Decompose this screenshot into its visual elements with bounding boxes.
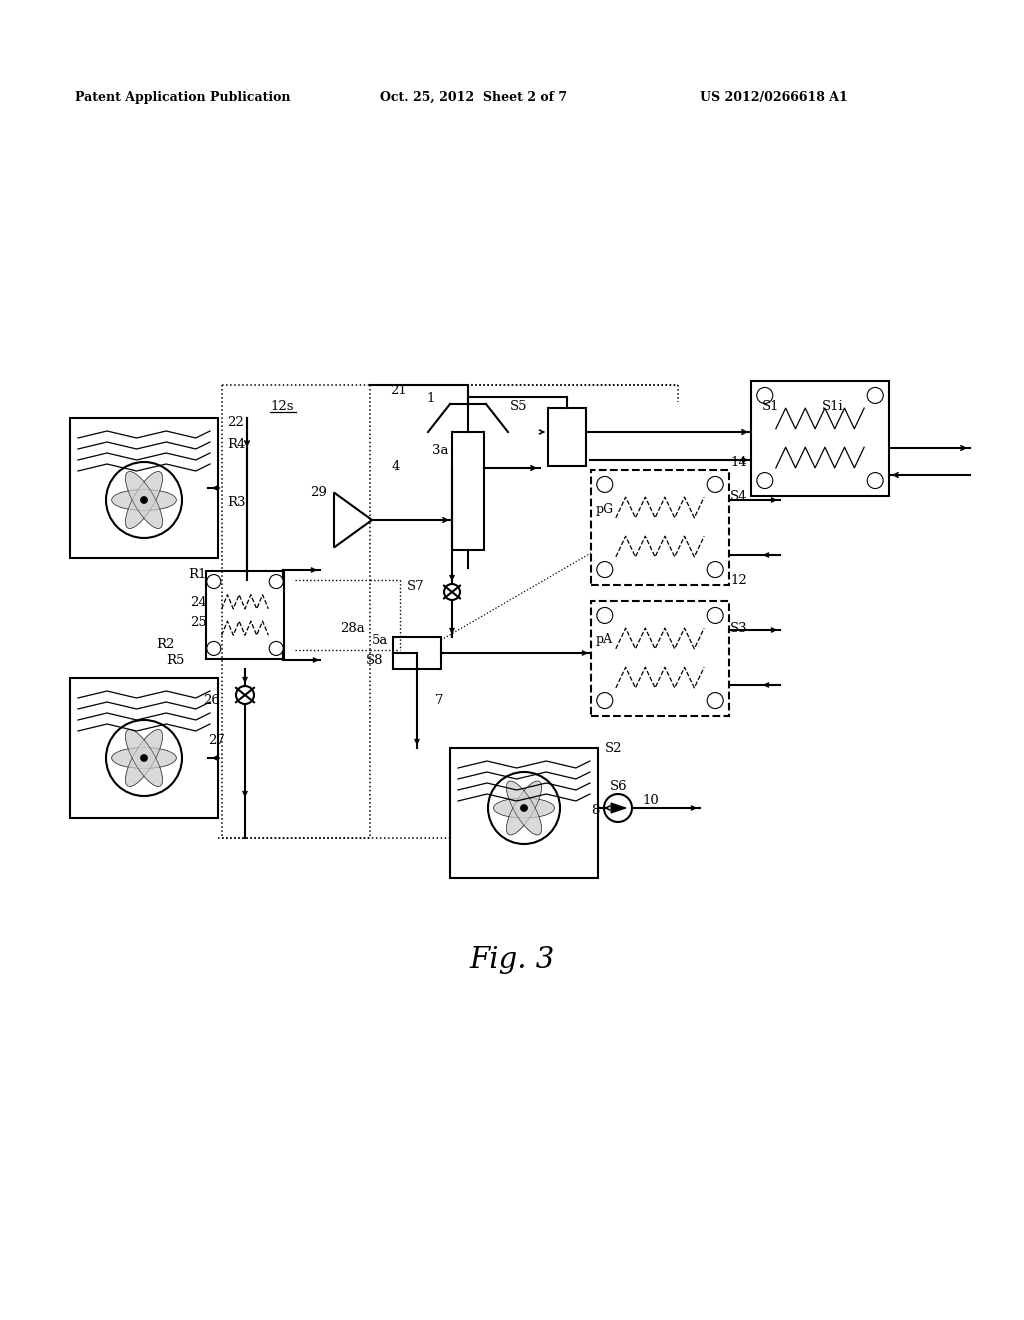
Text: 12: 12 bbox=[730, 573, 746, 586]
Text: 22: 22 bbox=[227, 416, 244, 429]
Text: 3a: 3a bbox=[432, 444, 449, 457]
Ellipse shape bbox=[507, 781, 542, 836]
Text: 14: 14 bbox=[730, 455, 746, 469]
Circle shape bbox=[708, 477, 723, 492]
Ellipse shape bbox=[507, 781, 542, 836]
Text: 10: 10 bbox=[642, 793, 658, 807]
Text: S4: S4 bbox=[730, 491, 748, 503]
Text: S5: S5 bbox=[510, 400, 527, 413]
Polygon shape bbox=[334, 492, 372, 548]
Ellipse shape bbox=[126, 471, 163, 528]
Text: R3: R3 bbox=[227, 495, 246, 508]
Text: 7: 7 bbox=[435, 693, 443, 706]
Circle shape bbox=[867, 388, 883, 404]
Circle shape bbox=[106, 462, 182, 539]
Text: S2: S2 bbox=[605, 742, 623, 755]
Bar bbox=[452, 432, 484, 550]
Bar bbox=[450, 748, 598, 878]
Text: 12s: 12s bbox=[270, 400, 294, 413]
Circle shape bbox=[597, 561, 612, 578]
Circle shape bbox=[106, 719, 182, 796]
Ellipse shape bbox=[112, 747, 176, 768]
Ellipse shape bbox=[126, 471, 163, 528]
Circle shape bbox=[604, 795, 632, 822]
Ellipse shape bbox=[126, 730, 163, 787]
Circle shape bbox=[597, 607, 612, 623]
Text: R2: R2 bbox=[157, 639, 175, 652]
Text: 5a: 5a bbox=[372, 634, 388, 647]
Text: Oct. 25, 2012  Sheet 2 of 7: Oct. 25, 2012 Sheet 2 of 7 bbox=[380, 91, 567, 103]
Circle shape bbox=[207, 642, 221, 656]
Ellipse shape bbox=[126, 471, 163, 528]
Circle shape bbox=[488, 772, 560, 843]
Bar bbox=[751, 380, 889, 495]
Text: 29: 29 bbox=[310, 486, 327, 499]
Text: pG: pG bbox=[596, 503, 614, 516]
Text: R5: R5 bbox=[167, 653, 185, 667]
Ellipse shape bbox=[494, 799, 555, 818]
Circle shape bbox=[708, 693, 723, 709]
Text: 21: 21 bbox=[390, 384, 407, 396]
Bar bbox=[591, 601, 729, 715]
Ellipse shape bbox=[112, 490, 176, 511]
Circle shape bbox=[597, 693, 612, 709]
Circle shape bbox=[269, 642, 284, 656]
Circle shape bbox=[708, 561, 723, 578]
Text: 28a: 28a bbox=[340, 622, 365, 635]
Bar bbox=[548, 408, 586, 466]
Text: 4: 4 bbox=[392, 461, 400, 474]
Text: 1: 1 bbox=[427, 392, 435, 404]
Text: 24: 24 bbox=[190, 595, 207, 609]
Text: pA: pA bbox=[596, 634, 613, 647]
Text: R4: R4 bbox=[227, 437, 246, 450]
Circle shape bbox=[867, 473, 883, 488]
Ellipse shape bbox=[126, 730, 163, 787]
Ellipse shape bbox=[507, 781, 542, 836]
Circle shape bbox=[597, 477, 612, 492]
Text: 25: 25 bbox=[190, 616, 207, 630]
Text: US 2012/0266618 A1: US 2012/0266618 A1 bbox=[700, 91, 848, 103]
Text: 8: 8 bbox=[592, 804, 600, 817]
Circle shape bbox=[207, 574, 221, 589]
Bar bbox=[206, 572, 284, 659]
Bar bbox=[70, 418, 218, 558]
Circle shape bbox=[757, 388, 773, 404]
Ellipse shape bbox=[126, 730, 163, 787]
Ellipse shape bbox=[494, 799, 555, 818]
Circle shape bbox=[757, 473, 773, 488]
Text: Patent Application Publication: Patent Application Publication bbox=[75, 91, 291, 103]
Circle shape bbox=[236, 686, 254, 704]
Text: 26: 26 bbox=[203, 693, 220, 706]
Text: 27: 27 bbox=[208, 734, 225, 747]
Text: S6: S6 bbox=[610, 780, 628, 793]
Circle shape bbox=[708, 607, 723, 623]
Ellipse shape bbox=[126, 471, 163, 528]
Text: S8: S8 bbox=[366, 653, 383, 667]
Circle shape bbox=[140, 755, 147, 762]
Bar bbox=[393, 638, 441, 669]
Bar bbox=[591, 470, 729, 585]
Text: S1i: S1i bbox=[822, 400, 844, 412]
Ellipse shape bbox=[126, 730, 163, 787]
Text: S7: S7 bbox=[408, 579, 425, 593]
Circle shape bbox=[140, 496, 147, 503]
Bar bbox=[70, 678, 218, 818]
Text: S3: S3 bbox=[730, 622, 748, 635]
Text: Fig. 3: Fig. 3 bbox=[469, 946, 555, 974]
Text: S1: S1 bbox=[762, 400, 779, 412]
Circle shape bbox=[269, 574, 284, 589]
Circle shape bbox=[520, 804, 527, 812]
Text: R1: R1 bbox=[188, 569, 207, 582]
Ellipse shape bbox=[112, 490, 176, 511]
Circle shape bbox=[444, 583, 460, 601]
Polygon shape bbox=[611, 803, 626, 813]
Ellipse shape bbox=[507, 781, 542, 836]
Ellipse shape bbox=[112, 747, 176, 768]
